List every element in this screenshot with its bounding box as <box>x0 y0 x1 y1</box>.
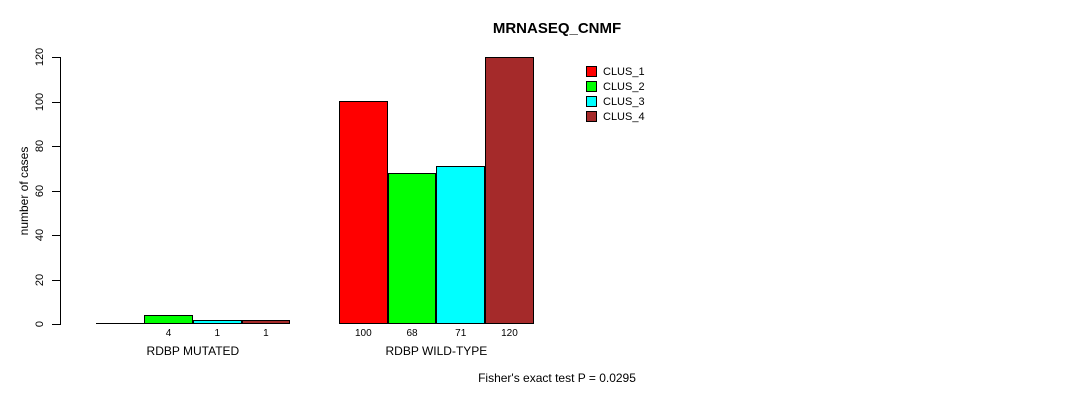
y-tick <box>52 324 60 325</box>
y-tick <box>52 102 60 103</box>
chart-title: MRNASEQ_CNMF <box>492 20 622 37</box>
bar-CLUS_1 <box>95 323 145 324</box>
legend-swatch-icon <box>586 111 597 122</box>
y-tick <box>52 235 60 236</box>
y-tick-label: 80 <box>34 139 46 153</box>
bar-value-label: 68 <box>406 328 418 339</box>
bar-CLUS_4 <box>485 57 534 324</box>
y-tick-label: 40 <box>34 228 46 242</box>
bar-CLUS_3 <box>192 320 242 324</box>
y-tick <box>52 146 60 147</box>
bar-value-label: 71 <box>455 328 467 339</box>
y-tick-label: 60 <box>34 184 46 198</box>
legend-item-CLUS_1: CLUS_1 <box>586 64 645 79</box>
bar-value-label: 100 <box>355 328 372 339</box>
category-label: RDBP MUTATED <box>146 344 240 358</box>
legend-swatch-icon <box>586 66 597 77</box>
legend-item-CLUS_3: CLUS_3 <box>586 94 645 109</box>
bar-CLUS_2 <box>387 173 437 324</box>
bar-CLUS_1 <box>339 101 388 324</box>
y-tick-label: 100 <box>34 92 46 112</box>
y-tick-label: 0 <box>34 320 46 328</box>
y-axis-label: number of cases <box>17 146 31 236</box>
category-label: RDBP WILD-TYPE <box>385 344 488 358</box>
legend-item-CLUS_2: CLUS_2 <box>586 79 645 94</box>
legend: CLUS_1 CLUS_2 CLUS_3 CLUS_4 <box>586 64 645 124</box>
y-tick <box>52 191 60 192</box>
y-tick <box>52 57 60 58</box>
y-tick-label: 120 <box>34 47 46 67</box>
y-axis-line <box>60 57 61 325</box>
bar-value-label: 120 <box>501 328 518 339</box>
legend-label: CLUS_1 <box>603 65 645 78</box>
bar-CLUS_4 <box>241 320 291 324</box>
y-tick <box>52 280 60 281</box>
bar-CLUS_2 <box>144 315 193 324</box>
footer-text: Fisher's exact test P = 0.0295 <box>478 371 636 385</box>
legend-label: CLUS_2 <box>603 80 645 93</box>
legend-label: CLUS_4 <box>603 110 645 123</box>
bar-value-label: 1 <box>214 328 221 339</box>
y-tick-label: 20 <box>34 273 46 287</box>
bar-value-label: 4 <box>165 328 172 339</box>
bar-CLUS_3 <box>436 166 486 324</box>
legend-item-CLUS_4: CLUS_4 <box>586 109 645 124</box>
legend-swatch-icon <box>586 81 597 92</box>
legend-label: CLUS_3 <box>603 95 645 108</box>
legend-swatch-icon <box>586 96 597 107</box>
bar-value-label: 1 <box>263 328 269 339</box>
